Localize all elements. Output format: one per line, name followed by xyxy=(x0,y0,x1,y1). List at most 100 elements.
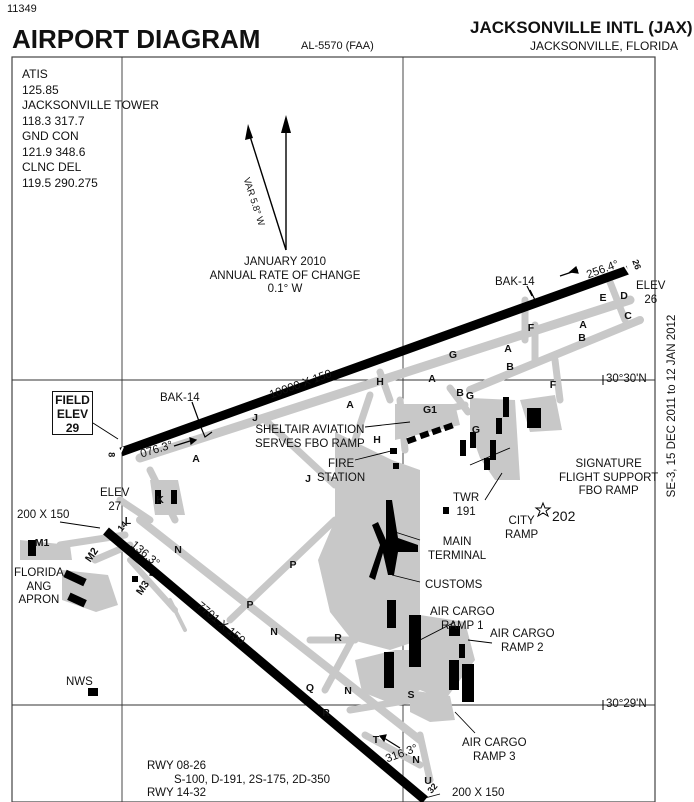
florida-ang-apron-label: FLORIDA ANG APRON xyxy=(14,567,64,608)
taxiway-f-north: F xyxy=(527,322,535,334)
signature-apron xyxy=(470,398,520,480)
ac3-line2: RAMP 3 xyxy=(472,750,516,763)
north-arrow xyxy=(245,115,291,251)
atis-label: ATIS xyxy=(22,67,48,81)
page-title: AIRPORT DIAGRAM xyxy=(12,24,261,54)
frequency-box: ATIS 125.85 JACKSONVILLE TOWER 118.3 317… xyxy=(22,67,159,191)
field-elevation-box: FIELD ELEV 29 xyxy=(52,391,93,435)
clearance-frequency: 119.5 290.275 xyxy=(22,175,98,190)
terminal-apron xyxy=(318,432,420,650)
elev27-value: 27 xyxy=(108,500,122,513)
elev26-label: ELEV xyxy=(636,280,666,292)
field-elev-label1: FIELD xyxy=(55,393,90,407)
airport-name: JACKSONVILLE INTL (JAX) xyxy=(470,18,693,37)
taxiway-b-west: B xyxy=(456,387,464,399)
ac3-line1: AIR CARGO xyxy=(462,737,527,749)
main-terminal-label: MAIN TERMINAL xyxy=(428,536,486,563)
signature-line3: FBO RAMP xyxy=(578,485,639,497)
fire-line2: STATION xyxy=(317,471,366,484)
city-line2: RAMP xyxy=(505,528,539,541)
signature-line2: FLIGHT SUPPORT xyxy=(559,471,659,484)
nws-label: NWS xyxy=(66,676,93,688)
terminal-line1: MAIN xyxy=(442,536,472,548)
taxiway-c: C xyxy=(624,310,632,322)
taxiway-b-mid: B xyxy=(506,361,514,373)
fire-station-label: FIRE STATION xyxy=(317,458,365,485)
taxiway-a-ne: A xyxy=(504,343,512,355)
runway-14-32 xyxy=(103,527,428,802)
tower-line2: 191 xyxy=(456,505,476,518)
obstruction-star xyxy=(534,501,552,518)
tower-frequency: 118.3 317.7 xyxy=(22,113,85,128)
taxiway-f-south: F xyxy=(549,379,557,391)
city-ramp-label: CITY RAMP xyxy=(505,515,538,542)
taxiway-n-north: N xyxy=(174,544,182,556)
ang-line2: ANG xyxy=(26,580,52,593)
bak-markers xyxy=(191,285,545,438)
sheltair-line2: SERVES FBO RAMP xyxy=(255,437,365,450)
taxiway-k: K xyxy=(156,494,164,506)
tower-label-map: TWR 191 xyxy=(453,492,479,519)
ang-line3: APRON xyxy=(18,594,60,606)
note-rwy1-strength: S-100, D-191, 2S-175, 2D-350 xyxy=(174,773,330,786)
taxiway-p-north: P xyxy=(289,559,297,571)
taxiway-g-south: G xyxy=(471,424,481,436)
air-cargo-ramp-1-label: AIR CARGO RAMP 1 xyxy=(430,606,495,633)
heading-arrows xyxy=(134,265,579,749)
runways xyxy=(103,264,632,802)
main-terminal-building xyxy=(369,500,418,580)
cargo-apron-2 xyxy=(420,615,475,700)
customs-label: CUSTOMS xyxy=(425,579,483,591)
taxiway-h-south: H xyxy=(373,434,381,446)
taxiway-p-south: P xyxy=(246,599,254,611)
runway-26-elevation: ELEV 26 xyxy=(636,280,665,307)
ac2-line1: AIR CARGO xyxy=(490,628,555,640)
taxiway-g1: G1 xyxy=(422,404,438,416)
chart-number: 11349 xyxy=(7,3,37,15)
tower-label: JACKSONVILLE TOWER xyxy=(22,98,159,112)
tower-line1: TWR xyxy=(453,492,480,504)
taxiway-g-mid: G xyxy=(465,390,475,402)
runway-notes: RWY 08-26 S-100, D-191, 2S-175, 2D-350 R… xyxy=(147,760,330,801)
elev27-label: ELEV xyxy=(100,487,130,499)
ac1-line1: AIR CARGO xyxy=(430,606,495,618)
taxiway-a-far: A xyxy=(579,319,587,331)
clearance-label: CLNC DEL xyxy=(22,160,82,174)
runway-14-elevation: ELEV 27 xyxy=(100,487,129,514)
air-cargo-ramp-2-label: AIR CARGO RAMP 2 xyxy=(490,628,555,655)
ground-frequency: 121.9 348.6 xyxy=(22,144,86,159)
sheltair-label: SHELTAIR AVIATION SERVES FBO RAMP xyxy=(255,424,365,451)
bak14-east: BAK-14 xyxy=(495,276,535,288)
taxiway-u: U xyxy=(424,775,432,787)
sheltair-line1: SHELTAIR AVIATION xyxy=(255,424,365,436)
airport-location: JACKSONVILLE, FLORIDA xyxy=(530,39,679,53)
field-elev-label2: ELEV xyxy=(56,407,89,421)
note-rwy2: RWY 14-32 xyxy=(147,787,207,799)
taxiway-q: Q xyxy=(305,682,315,694)
variation-rate-label: ANNUAL RATE OF CHANGE xyxy=(209,269,361,282)
taxiway-e: E xyxy=(599,292,607,304)
taxiway-b-east: B xyxy=(578,332,586,344)
ang-line1: FLORIDA xyxy=(14,567,64,579)
variation-block: JANUARY 2010 ANNUAL RATE OF CHANGE 0.1° … xyxy=(206,256,364,297)
terminal-line2: TERMINAL xyxy=(428,549,487,562)
taxiway-n-south: N xyxy=(344,685,352,697)
fire-line1: FIRE xyxy=(327,458,355,470)
taxiway-a-mid: A xyxy=(346,399,354,411)
taxiway-t: T xyxy=(372,734,380,746)
ac2-line2: RAMP 2 xyxy=(500,641,544,654)
air-cargo-ramp-3-label: AIR CARGO RAMP 3 xyxy=(462,737,527,764)
taxiway-r-south: R xyxy=(322,707,330,719)
cargo-apron-3 xyxy=(410,690,455,722)
nws-building xyxy=(88,688,98,696)
taxiway-a-west: A xyxy=(192,453,200,465)
ground-label: GND CON xyxy=(22,129,79,143)
city-line1: CITY xyxy=(508,515,535,527)
taxiways xyxy=(56,278,644,784)
variation-rate: 0.1° W xyxy=(267,283,303,295)
taxiway-a-east: A xyxy=(428,373,436,385)
taxiway-j-south: J xyxy=(305,473,311,485)
taxiway-n-mid: N xyxy=(270,626,278,638)
obstruction-height: 202 xyxy=(552,508,576,524)
